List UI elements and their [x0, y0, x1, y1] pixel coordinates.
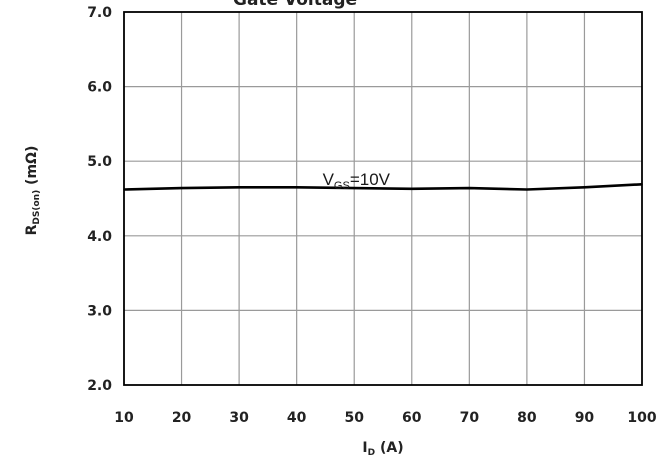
- y-tick-label: 5.0: [87, 154, 112, 170]
- x-tick-label: 50: [344, 410, 364, 426]
- x-tick-label: 30: [229, 410, 249, 426]
- y-tick-label: 6.0: [87, 80, 112, 96]
- series-point: [295, 186, 298, 189]
- series-label-sub: GS: [334, 180, 350, 192]
- series-label-suffix: =10V: [350, 170, 391, 189]
- x-tick-label: 90: [575, 410, 595, 426]
- x-tick-label: 20: [172, 410, 192, 426]
- series-point: [238, 186, 240, 189]
- x-tick-label: 60: [402, 410, 422, 426]
- y-tick-label: 2.0: [87, 378, 112, 394]
- x-axis-title: ID (A): [362, 440, 403, 458]
- series-point: [123, 188, 125, 191]
- x-tick-label: 70: [460, 410, 480, 426]
- series-point: [410, 188, 413, 190]
- series-point: [180, 187, 183, 189]
- chart-title: Gate Voltage: [233, 0, 357, 10]
- x-tick-label: 40: [287, 410, 307, 426]
- series-point: [468, 187, 471, 189]
- series-label: VGS=10V: [323, 170, 391, 192]
- series-point: [583, 186, 586, 189]
- series-label-main: V: [323, 170, 335, 189]
- y-tick-label: 3.0: [87, 303, 112, 319]
- series-point: [526, 188, 528, 191]
- x-axis-title-sub: D: [368, 448, 375, 458]
- x-axis-title-main: I: [362, 440, 367, 456]
- plot-area: [124, 12, 642, 385]
- series-point: [353, 187, 356, 189]
- y-axis-title: RDS(on) (mΩ): [24, 146, 42, 236]
- series-line: [123, 183, 643, 191]
- y-axis-title-sub: DS(on): [32, 190, 42, 225]
- y-axis-title-suffix: (mΩ): [24, 146, 40, 190]
- x-axis-title-suffix: (A): [375, 440, 404, 456]
- x-tick-label: 80: [517, 410, 537, 426]
- y-tick-label: 4.0: [87, 229, 112, 245]
- x-tick-label: 10: [114, 410, 134, 426]
- y-axis-title-main: R: [24, 224, 40, 235]
- y-tick-label: 7.0: [87, 5, 112, 21]
- plot-border: [123, 11, 643, 386]
- series-point: [641, 183, 643, 186]
- x-tick-label: 100: [627, 410, 656, 426]
